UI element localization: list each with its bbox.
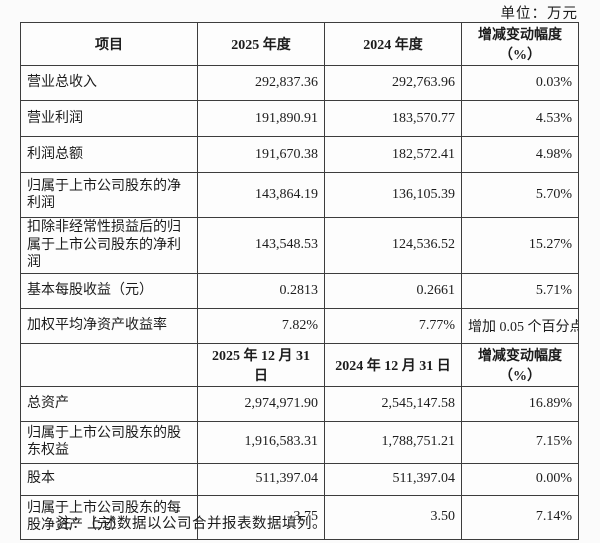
value-2025: 7.82% xyxy=(197,307,325,344)
value-2025: 3.75 xyxy=(197,494,325,540)
row-label: 归属于上市公司股东的股东权益 xyxy=(20,420,198,464)
value-2024: 124,536.52 xyxy=(324,217,462,274)
header-date-2024: 2024 年 12 月 31 日 xyxy=(324,342,462,387)
value-2025: 511,397.04 xyxy=(197,462,325,496)
row-label: 加权平均净资产收益率 xyxy=(20,307,198,344)
table-header-date: 2025 年 12 月 31 日 2024 年 12 月 31 日 增减变动幅度… xyxy=(20,342,579,387)
value-2024: 0.2661 xyxy=(324,272,462,309)
header-change-pct: 增减变动幅度（%） xyxy=(461,22,579,66)
value-change: 0.03% xyxy=(461,65,579,101)
value-2025: 2,974,971.90 xyxy=(197,385,325,422)
value-2024: 3.50 xyxy=(324,494,462,540)
value-2024: 292,763.96 xyxy=(324,65,462,101)
table-row: 股本 511,397.04 511,397.04 0.00% xyxy=(20,462,579,496)
value-2024: 182,572.41 xyxy=(324,136,462,173)
table-row: 利润总额 191,670.38 182,572.41 4.98% xyxy=(20,136,579,173)
header-empty xyxy=(20,342,198,387)
row-label: 利润总额 xyxy=(20,136,198,173)
value-2024: 183,570.77 xyxy=(324,100,462,137)
value-2025: 143,548.53 xyxy=(197,217,325,274)
row-label: 基本每股收益（元） xyxy=(20,272,198,309)
value-change: 5.70% xyxy=(461,172,579,218)
table-row: 归属于上市公司股东的净利润 143,864.19 136,105.39 5.70… xyxy=(20,172,579,218)
table-row: 扣除非经常性损益后的归属于上市公司股东的净利润 143,548.53 124,5… xyxy=(20,217,579,274)
table-header-period: 项目 2025 年度 2024 年度 增减变动幅度（%） xyxy=(20,22,579,66)
table-row: 营业利润 191,890.91 183,570.77 4.53% xyxy=(20,100,579,137)
header-change-pct: 增减变动幅度（%） xyxy=(461,342,579,387)
header-item: 项目 xyxy=(20,22,198,66)
value-change: 0.00% xyxy=(461,462,579,496)
value-2025: 1,916,583.31 xyxy=(197,420,325,464)
row-label: 营业总收入 xyxy=(20,65,198,101)
financial-summary-table: 项目 2025 年度 2024 年度 增减变动幅度（%） 营业总收入 292,8… xyxy=(20,22,579,540)
value-2025: 143,864.19 xyxy=(197,172,325,218)
value-change: 增加 0.05 个百分点 xyxy=(461,307,579,344)
unit-label: 单位：万元 xyxy=(500,6,578,22)
table-row: 归属于上市公司股东的每股净资产（元） 3.75 3.50 7.14% xyxy=(20,494,579,540)
row-label: 总资产 xyxy=(20,385,198,422)
row-label: 扣除非经常性损益后的归属于上市公司股东的净利润 xyxy=(20,217,198,274)
header-fy2024: 2024 年度 xyxy=(324,22,462,66)
table-row: 基本每股收益（元） 0.2813 0.2661 5.71% xyxy=(20,272,579,309)
header-date-2025: 2025 年 12 月 31 日 xyxy=(197,342,325,387)
value-2025: 292,837.36 xyxy=(197,65,325,101)
value-change: 5.71% xyxy=(461,272,579,309)
value-2024: 7.77% xyxy=(324,307,462,344)
value-change: 15.27% xyxy=(461,217,579,274)
value-change: 7.14% xyxy=(461,494,579,540)
value-change: 4.98% xyxy=(461,136,579,173)
value-2024: 136,105.39 xyxy=(324,172,462,218)
value-2024: 2,545,147.58 xyxy=(324,385,462,422)
value-2025: 191,670.38 xyxy=(197,136,325,173)
value-change: 16.89% xyxy=(461,385,579,422)
value-2024: 1,788,751.21 xyxy=(324,420,462,464)
value-2024: 511,397.04 xyxy=(324,462,462,496)
header-fy2025: 2025 年度 xyxy=(197,22,325,66)
row-label: 股本 xyxy=(20,462,198,496)
table-row: 加权平均净资产收益率 7.82% 7.77% 增加 0.05 个百分点 xyxy=(20,307,579,344)
row-label: 归属于上市公司股东的净利润 xyxy=(20,172,198,218)
table-row: 营业总收入 292,837.36 292,763.96 0.03% xyxy=(20,65,579,101)
value-2025: 0.2813 xyxy=(197,272,325,309)
table-row: 总资产 2,974,971.90 2,545,147.58 16.89% xyxy=(20,385,579,422)
value-change: 7.15% xyxy=(461,420,579,464)
row-label: 归属于上市公司股东的每股净资产（元） xyxy=(20,494,198,540)
row-label: 营业利润 xyxy=(20,100,198,137)
table-row: 归属于上市公司股东的股东权益 1,916,583.31 1,788,751.21… xyxy=(20,420,579,464)
value-2025: 191,890.91 xyxy=(197,100,325,137)
value-change: 4.53% xyxy=(461,100,579,137)
footnote: 注：上述数据以公司合并报表数据填列。 xyxy=(57,516,327,532)
